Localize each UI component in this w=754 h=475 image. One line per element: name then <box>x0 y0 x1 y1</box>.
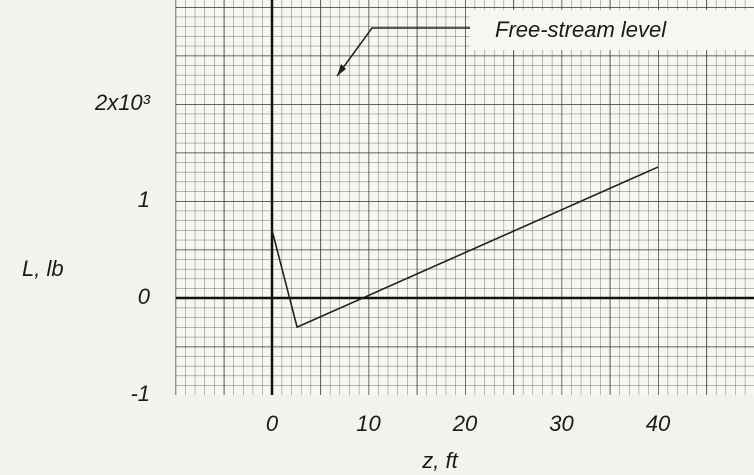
x-tick-label: 30 <box>549 411 574 436</box>
y-tick-label: 1 <box>138 187 150 212</box>
x-tick-label: 0 <box>266 411 279 436</box>
x-tick-label: 20 <box>452 411 478 436</box>
y-tick-label: -1 <box>130 381 150 406</box>
x-tick-label: 10 <box>356 411 381 436</box>
major-grid <box>175 0 754 395</box>
arrow-head <box>337 64 346 76</box>
annotation-arrow <box>336 27 470 77</box>
y-axis-label: L, lb <box>22 256 64 281</box>
x-axis-label: z, ft <box>421 448 458 473</box>
y-tick-label: 2x10³ <box>94 90 151 115</box>
annotation-box <box>470 10 754 50</box>
x-tick-label: 40 <box>646 411 671 436</box>
annotation-text: Free-stream level <box>495 17 667 42</box>
data-line <box>271 166 659 329</box>
y-tick-label: 0 <box>138 284 151 309</box>
